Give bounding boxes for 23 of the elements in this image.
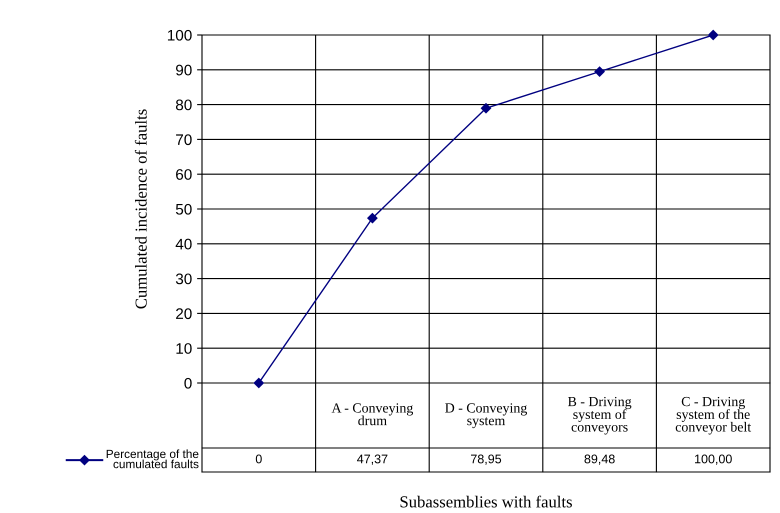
data-label: 0: [256, 454, 262, 464]
y-tick-label: 100: [168, 30, 192, 41]
y-tick-label: 70: [176, 134, 192, 146]
x-tick-label: C - Driving system of the conveyor belt: [676, 396, 752, 435]
x-tick-label: D - Conveying system: [445, 403, 528, 428]
y-tick-label: 30: [176, 273, 192, 284]
data-label: 78,95: [471, 454, 502, 465]
legend-label: Percentage of the cumulated faults: [106, 449, 199, 468]
y-tick-label: 0: [184, 378, 192, 389]
y-tick-label: 40: [176, 238, 192, 250]
y-tick-label: 10: [176, 343, 192, 354]
y-tick-label: 90: [176, 64, 192, 76]
x-tick-label: B - Driving system of conveyors: [568, 396, 632, 435]
data-label: 89,48: [584, 454, 615, 465]
y-axis-title: Cumulated incidence of faults: [134, 109, 147, 309]
x-axis-title: Subassemblies with faults: [400, 496, 572, 508]
y-tick-label: 50: [176, 204, 192, 215]
x-tick-label: A - Conveying drum: [332, 403, 414, 426]
data-label: 100,00: [695, 454, 732, 465]
data-label: 47,37: [357, 454, 388, 465]
y-tick-label: 60: [176, 169, 192, 180]
y-tick-label: 80: [176, 99, 192, 110]
y-tick-label: 20: [176, 308, 192, 320]
